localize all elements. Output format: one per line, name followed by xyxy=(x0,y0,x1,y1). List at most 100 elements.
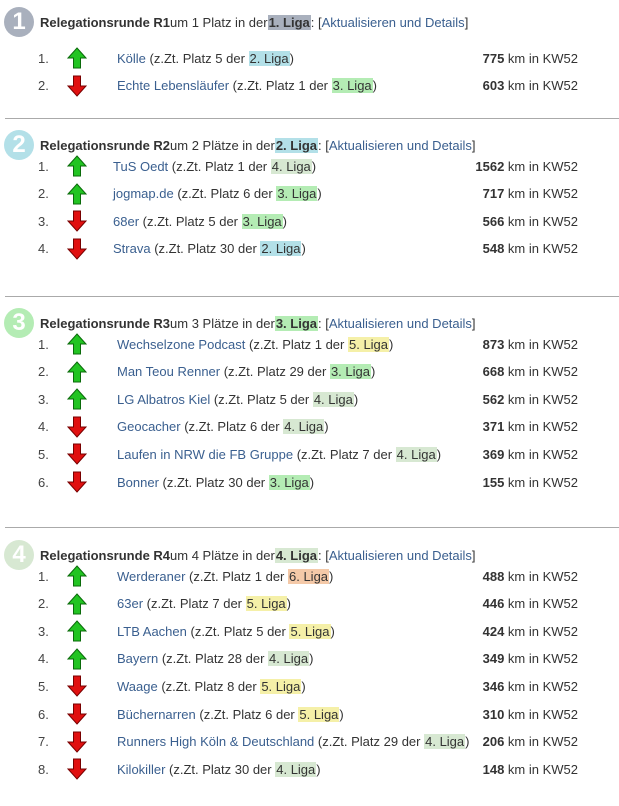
table-row: 4. Bayern (z.Zt. Platz 28 der 4. Liga) 3… xyxy=(0,648,619,670)
section-header: 4 Relegationsrunde R4 um 4 Plätze in der… xyxy=(4,540,476,570)
league-tag: 3. Liga xyxy=(274,315,318,331)
table-row: 5. Waage (z.Zt. Platz 8 der 5. Liga) 346… xyxy=(0,675,619,698)
rank: 1. xyxy=(38,50,49,66)
distance: 371 km in KW52 xyxy=(482,419,578,435)
team-link[interactable]: 63er xyxy=(117,596,144,612)
table-row: 1. Werderaner (z.Zt. Platz 1 der 6. Liga… xyxy=(0,565,619,587)
update-details-link[interactable]: Aktualisieren und Details xyxy=(328,315,472,331)
update-details-link[interactable]: Aktualisieren und Details xyxy=(321,14,465,30)
distance: 206 km in KW52 xyxy=(482,734,578,750)
distance: 346 km in KW52 xyxy=(482,678,578,694)
team-link[interactable]: Kölle xyxy=(117,50,146,66)
km-value: 206 xyxy=(482,734,505,750)
league-tag: 2. Liga xyxy=(274,137,318,153)
distance: 155 km in KW52 xyxy=(482,474,578,490)
round-title: Relegationsrunde R1 xyxy=(40,14,171,30)
round-description: um 4 Plätze in der xyxy=(170,547,275,563)
km-value: 155 xyxy=(482,474,505,490)
team-link[interactable]: Werderaner xyxy=(117,568,186,584)
team-link[interactable]: jogmap.de xyxy=(113,186,174,202)
rank: 6. xyxy=(38,474,49,490)
update-details-link[interactable]: Aktualisieren und Details xyxy=(328,547,472,563)
rank: 4. xyxy=(38,651,49,667)
rank: 1. xyxy=(38,336,49,352)
team-link[interactable]: Wechselzone Podcast xyxy=(117,336,246,352)
arrow-down-icon xyxy=(66,731,88,753)
round-number-badge: 3 xyxy=(4,308,34,338)
distance: 873 km in KW52 xyxy=(482,336,578,352)
team-link[interactable]: Bonner xyxy=(117,474,159,490)
rank: 6. xyxy=(38,706,49,722)
team-link[interactable]: Büchernarren xyxy=(117,706,196,722)
round-number-badge: 1 xyxy=(4,7,34,37)
section-header: 1 Relegationsrunde R1 um 1 Platz in der … xyxy=(4,7,468,37)
league-tag: 4. Liga xyxy=(274,547,318,563)
team-link[interactable]: 68er xyxy=(113,213,140,229)
league-tag: 5. Liga xyxy=(260,678,302,694)
distance: 310 km in KW52 xyxy=(482,706,578,722)
table-row: 3. 68er (z.Zt. Platz 5 der 3. Liga) 566 … xyxy=(0,210,619,232)
arrow-down-icon xyxy=(66,758,88,780)
rank: 1. xyxy=(38,568,49,584)
round-number-badge: 4 xyxy=(4,540,34,570)
km-value: 424 xyxy=(482,623,505,639)
rank: 8. xyxy=(38,761,49,777)
arrow-down-icon xyxy=(66,703,88,725)
divider xyxy=(5,118,619,119)
km-value: 148 xyxy=(482,761,505,777)
team-link[interactable]: Strava xyxy=(113,241,151,257)
section-header: 3 Relegationsrunde R3 um 3 Plätze in der… xyxy=(4,308,476,338)
team-link[interactable]: Waage xyxy=(117,678,158,694)
arrow-up-icon xyxy=(66,182,88,205)
table-row: 2. Man Teou Renner (z.Zt. Platz 29 der 3… xyxy=(0,360,619,383)
team-link[interactable]: Geocacher xyxy=(117,419,181,435)
table-row: 2. Echte Lebensläufer (z.Zt. Platz 1 der… xyxy=(0,75,619,97)
table-row: 1. TuS Oedt (z.Zt. Platz 1 der 4. Liga) … xyxy=(0,155,619,177)
round-title: Relegationsrunde R3 xyxy=(40,315,171,331)
table-row: 2. 63er (z.Zt. Platz 7 der 5. Liga) 446 … xyxy=(0,592,619,615)
league-tag: 4. Liga xyxy=(275,761,317,777)
distance: 369 km in KW52 xyxy=(482,446,578,462)
distance: 562 km in KW52 xyxy=(482,391,578,407)
arrow-up-icon xyxy=(66,620,88,642)
league-tag: 5. Liga xyxy=(245,596,287,612)
km-value: 775 xyxy=(482,50,505,66)
distance: 148 km in KW52 xyxy=(482,761,578,777)
table-row: 8. Kilokiller (z.Zt. Platz 30 der 4. Lig… xyxy=(0,758,619,780)
table-row: 2. jogmap.de (z.Zt. Platz 6 der 3. Liga)… xyxy=(0,182,619,205)
arrow-up-icon xyxy=(66,592,88,615)
distance: 775 km in KW52 xyxy=(482,50,578,66)
rank: 1. xyxy=(38,158,49,174)
arrow-up-icon xyxy=(66,648,88,670)
distance: 548 km in KW52 xyxy=(482,241,578,257)
table-row: 4. Geocacher (z.Zt. Platz 6 der 4. Liga)… xyxy=(0,416,619,438)
team-link[interactable]: Laufen in NRW die FB Gruppe xyxy=(117,446,294,462)
team-link[interactable]: Echte Lebensläufer xyxy=(117,78,230,94)
km-value: 369 xyxy=(482,446,505,462)
league-tag: 4. Liga xyxy=(395,446,437,462)
rank: 3. xyxy=(38,623,49,639)
team-link[interactable]: LG Albatros Kiel xyxy=(117,391,211,407)
arrow-down-icon xyxy=(66,471,88,493)
team-link[interactable]: Man Teou Renner xyxy=(117,364,221,380)
round-title: Relegationsrunde R4 xyxy=(40,547,171,563)
league-tag: 2. Liga xyxy=(260,241,302,257)
km-value: 717 xyxy=(482,186,505,202)
table-row: 5. Laufen in NRW die FB Gruppe (z.Zt. Pl… xyxy=(0,443,619,466)
table-row: 3. LTB Aachen (z.Zt. Platz 5 der 5. Liga… xyxy=(0,620,619,642)
update-details-link[interactable]: Aktualisieren und Details xyxy=(328,137,472,153)
league-tag: 3. Liga xyxy=(241,213,283,229)
team-link[interactable]: Runners High Köln & Deutschland xyxy=(117,734,315,750)
team-link[interactable]: Kilokiller xyxy=(117,761,166,777)
arrow-down-icon xyxy=(66,238,88,260)
team-link[interactable]: Bayern xyxy=(117,651,159,667)
rank: 3. xyxy=(38,213,49,229)
divider xyxy=(5,527,619,528)
distance: 603 km in KW52 xyxy=(482,78,578,94)
league-tag: 4. Liga xyxy=(270,158,312,174)
km-value: 346 xyxy=(482,678,505,694)
team-link[interactable]: TuS Oedt xyxy=(113,158,169,174)
league-tag: 4. Liga xyxy=(283,419,325,435)
league-tag: 4. Liga xyxy=(268,651,310,667)
team-link[interactable]: LTB Aachen xyxy=(117,623,187,639)
